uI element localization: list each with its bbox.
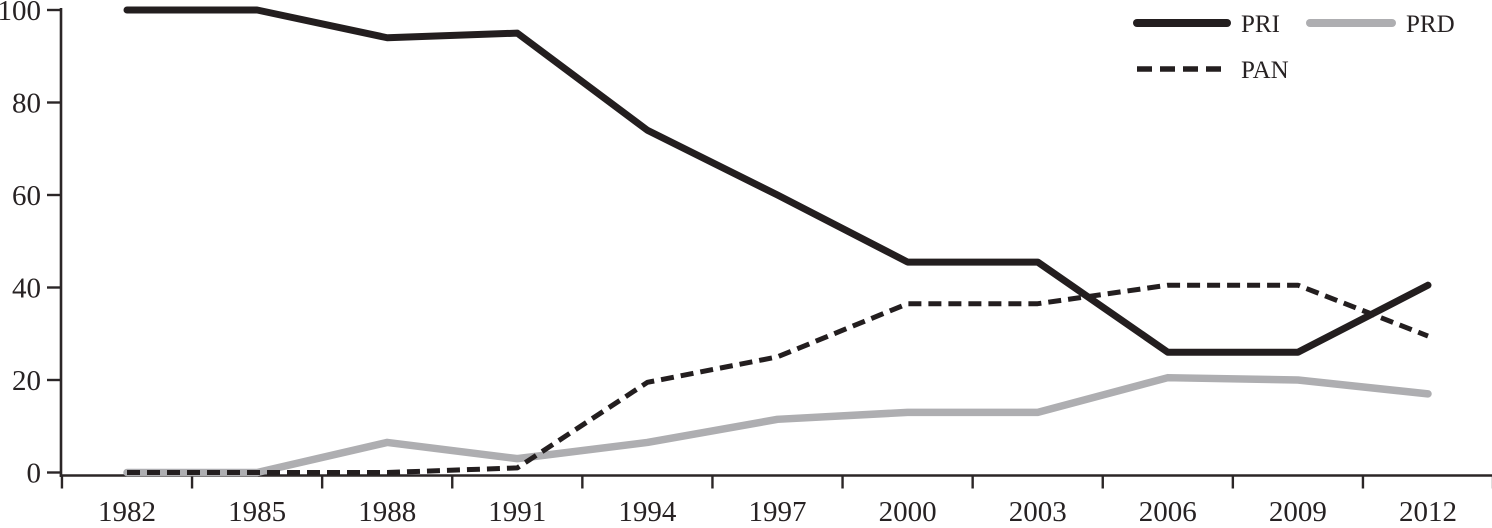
y-tick-label: 0 (27, 458, 42, 490)
y-tick-label: 40 (12, 273, 41, 305)
x-tick-label: 1994 (618, 496, 677, 528)
x-tick-label: 2003 (1009, 496, 1067, 528)
legend-label-pri: PRI (1241, 11, 1280, 38)
x-tick-label: 2012 (1399, 496, 1457, 528)
y-tick-label: 80 (12, 88, 41, 120)
series-line-prd (123, 373, 1432, 477)
x-tick-label: 1997 (749, 496, 807, 528)
x-tick-label: 1982 (98, 496, 156, 528)
y-tick-label: 60 (12, 180, 41, 212)
series-line-pan (127, 282, 1429, 475)
legend-label-pan: PAN (1241, 57, 1289, 84)
series-line-pri (123, 6, 1432, 356)
x-tick-label: 2000 (879, 496, 937, 528)
x-tick-label: 1991 (488, 496, 546, 528)
x-tick-label: 1988 (358, 496, 416, 528)
x-tick-label: 2009 (1269, 496, 1327, 528)
y-tick-label: 20 (12, 365, 41, 397)
x-tick-label: 1985 (228, 496, 286, 528)
legend-label-prd: PRD (1406, 11, 1455, 38)
x-tick-label: 2006 (1139, 496, 1197, 528)
y-tick-label: 100 (0, 0, 41, 27)
